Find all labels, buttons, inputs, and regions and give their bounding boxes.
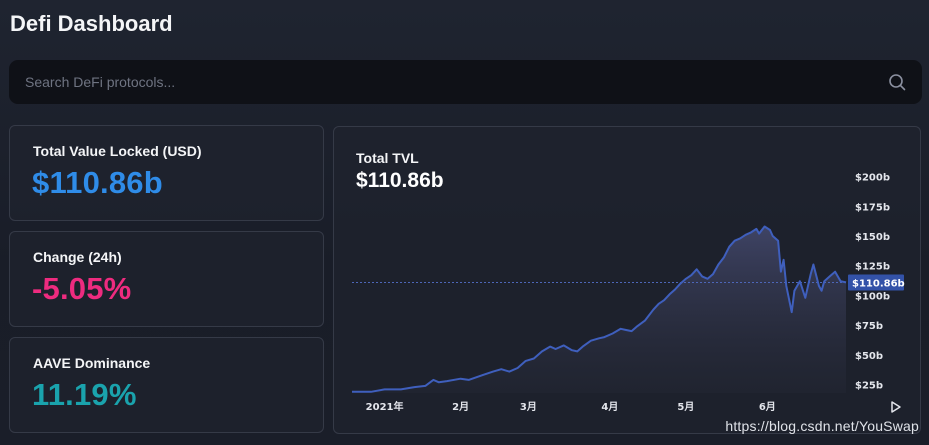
y-tick-label: $50b bbox=[855, 351, 883, 362]
dominance-value: 11.19% bbox=[32, 377, 137, 412]
scroll-right-icon[interactable] bbox=[891, 401, 901, 413]
dominance-label: AAVE Dominance bbox=[33, 355, 151, 371]
tvl-card: Total Value Locked (USD) $110.86b bbox=[9, 125, 324, 221]
x-tick-label: 4月 bbox=[601, 401, 618, 413]
current-value-tag: $110.86b bbox=[848, 274, 905, 291]
change-card: Change (24h) -5.05% bbox=[9, 231, 324, 327]
tvl-line bbox=[352, 225, 847, 393]
y-tick-label: $175b bbox=[855, 202, 890, 213]
chart-title: Total TVL bbox=[356, 150, 419, 166]
chart-current-value: $110.86b bbox=[356, 169, 444, 192]
change-value: -5.05% bbox=[32, 271, 132, 306]
search-bar[interactable] bbox=[9, 60, 922, 104]
x-tick-label: 3月 bbox=[520, 401, 537, 413]
search-input[interactable] bbox=[25, 74, 888, 90]
tvl-area bbox=[352, 226, 846, 393]
y-tick-label: $75b bbox=[855, 321, 883, 332]
y-tick-label: $200b bbox=[855, 173, 890, 184]
y-tick-label: $100b bbox=[855, 292, 890, 303]
page-title: Defi Dashboard bbox=[10, 11, 173, 36]
tvl-label: Total Value Locked (USD) bbox=[33, 143, 202, 159]
watermark-text: https://blog.csdn.net/YouSwap bbox=[725, 418, 919, 434]
tvl-chart[interactable]: $200b $175b $150b $125b $100b $75b $50b $25b $11… bbox=[334, 127, 921, 434]
x-tick-label: 6月 bbox=[759, 401, 776, 413]
y-tick-label: $125b bbox=[855, 262, 890, 273]
tvl-chart-panel: $200b $175b $150b $125b $100b $75b $50b $25b $11… bbox=[333, 126, 921, 434]
x-tick-label: 2021年 bbox=[366, 400, 404, 413]
dominance-card: AAVE Dominance 11.19% bbox=[9, 337, 324, 433]
y-tick-label: $150b bbox=[855, 232, 890, 243]
y-tick-label: $25b bbox=[855, 381, 883, 392]
change-label: Change (24h) bbox=[33, 249, 122, 265]
tvl-value: $110.86b bbox=[32, 165, 163, 200]
x-tick-label: 5月 bbox=[677, 401, 694, 413]
current-value-tag-label: $110.86b bbox=[852, 279, 905, 290]
x-tick-label: 2月 bbox=[452, 401, 469, 413]
search-icon[interactable] bbox=[888, 73, 906, 91]
